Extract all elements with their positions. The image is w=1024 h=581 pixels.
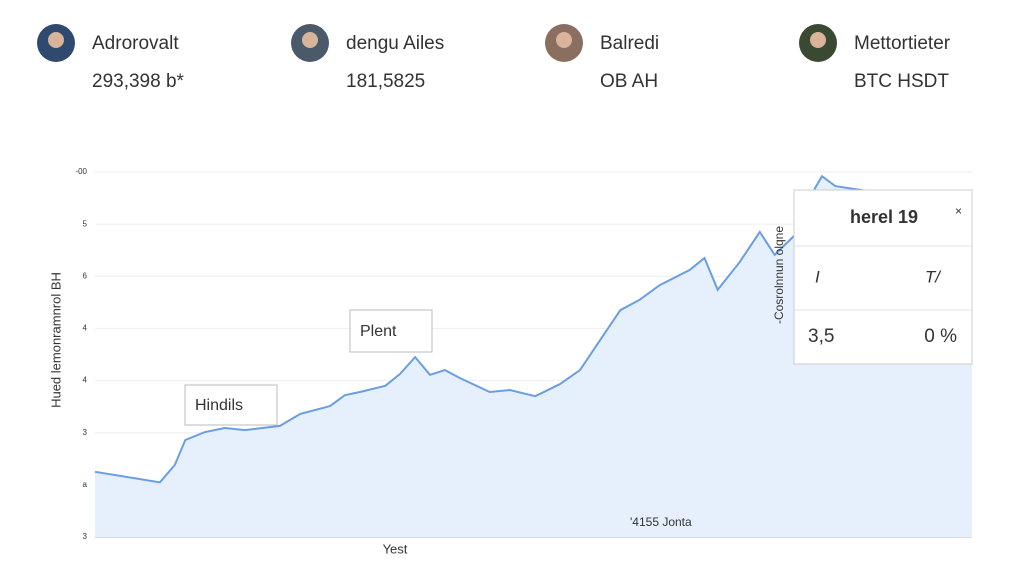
profile-value: 181,5825	[346, 71, 425, 92]
y-tick-label: 4	[83, 324, 88, 333]
profile-value: BTC HSDT	[854, 71, 949, 92]
profile-name: dengu Ailes	[346, 33, 444, 54]
panel-header: T/	[925, 267, 942, 286]
annotation: Plent	[349, 309, 433, 353]
y-tick-label: 3	[83, 532, 88, 541]
panel-cell: 0 %	[924, 326, 957, 347]
panel-header: I	[815, 267, 820, 286]
y-tick-label: -00	[75, 167, 87, 176]
profile-card: Mettortieter BTC HSDT	[799, 24, 951, 92]
avatar-face	[556, 32, 572, 48]
plot: 3 a 3 4 4 6 5 -00	[75, 167, 973, 541]
avatar-face	[302, 32, 318, 48]
x-axis-label: Yest	[383, 541, 408, 556]
annotation: Hindils	[184, 384, 278, 426]
y-tick-label: 3	[83, 428, 88, 437]
area-fill	[95, 176, 972, 537]
profile-card: dengu Ailes 181,5825	[291, 24, 444, 92]
y-tick-label: 6	[83, 271, 88, 280]
annotation-box	[184, 384, 278, 426]
y-tick-label: 5	[83, 219, 88, 228]
annotation-box	[349, 309, 433, 353]
panel-cell: 3,5	[808, 326, 834, 347]
y-tick-label: 4	[83, 376, 88, 385]
annotation-text: Plent	[360, 323, 397, 340]
side-label: -Cosrolnnun olqne	[772, 226, 786, 324]
profile-value: OB AH	[600, 71, 658, 92]
profile-card: Adrorovalt 293,398 b*	[37, 24, 185, 92]
profile-value: 293,398 b*	[92, 71, 185, 92]
profile-name: Mettortieter	[854, 33, 951, 54]
y-tick-label: a	[83, 480, 88, 489]
info-panel: herel 19 × I T/ 3,5 0 %	[793, 189, 973, 365]
panel-box	[793, 189, 973, 365]
panel-title: herel 19	[850, 207, 918, 227]
annotation-text: Hindils	[195, 397, 243, 414]
close-icon[interactable]: ×	[955, 204, 962, 218]
line	[94, 174, 973, 484]
profile-name: Balredi	[600, 33, 659, 54]
avatar-face	[48, 32, 64, 48]
profile-card: Balredi OB AH	[545, 24, 659, 92]
avatar-face	[810, 32, 826, 48]
profile-name: Adrorovalt	[92, 33, 179, 54]
annotation-text: '4155 Jonta	[630, 515, 692, 529]
y-axis-label: Hued lemonramnrol BH	[48, 272, 63, 408]
header: Adrorovalt 293,398 b* dengu Ailes 181,5825 B…	[37, 24, 951, 92]
